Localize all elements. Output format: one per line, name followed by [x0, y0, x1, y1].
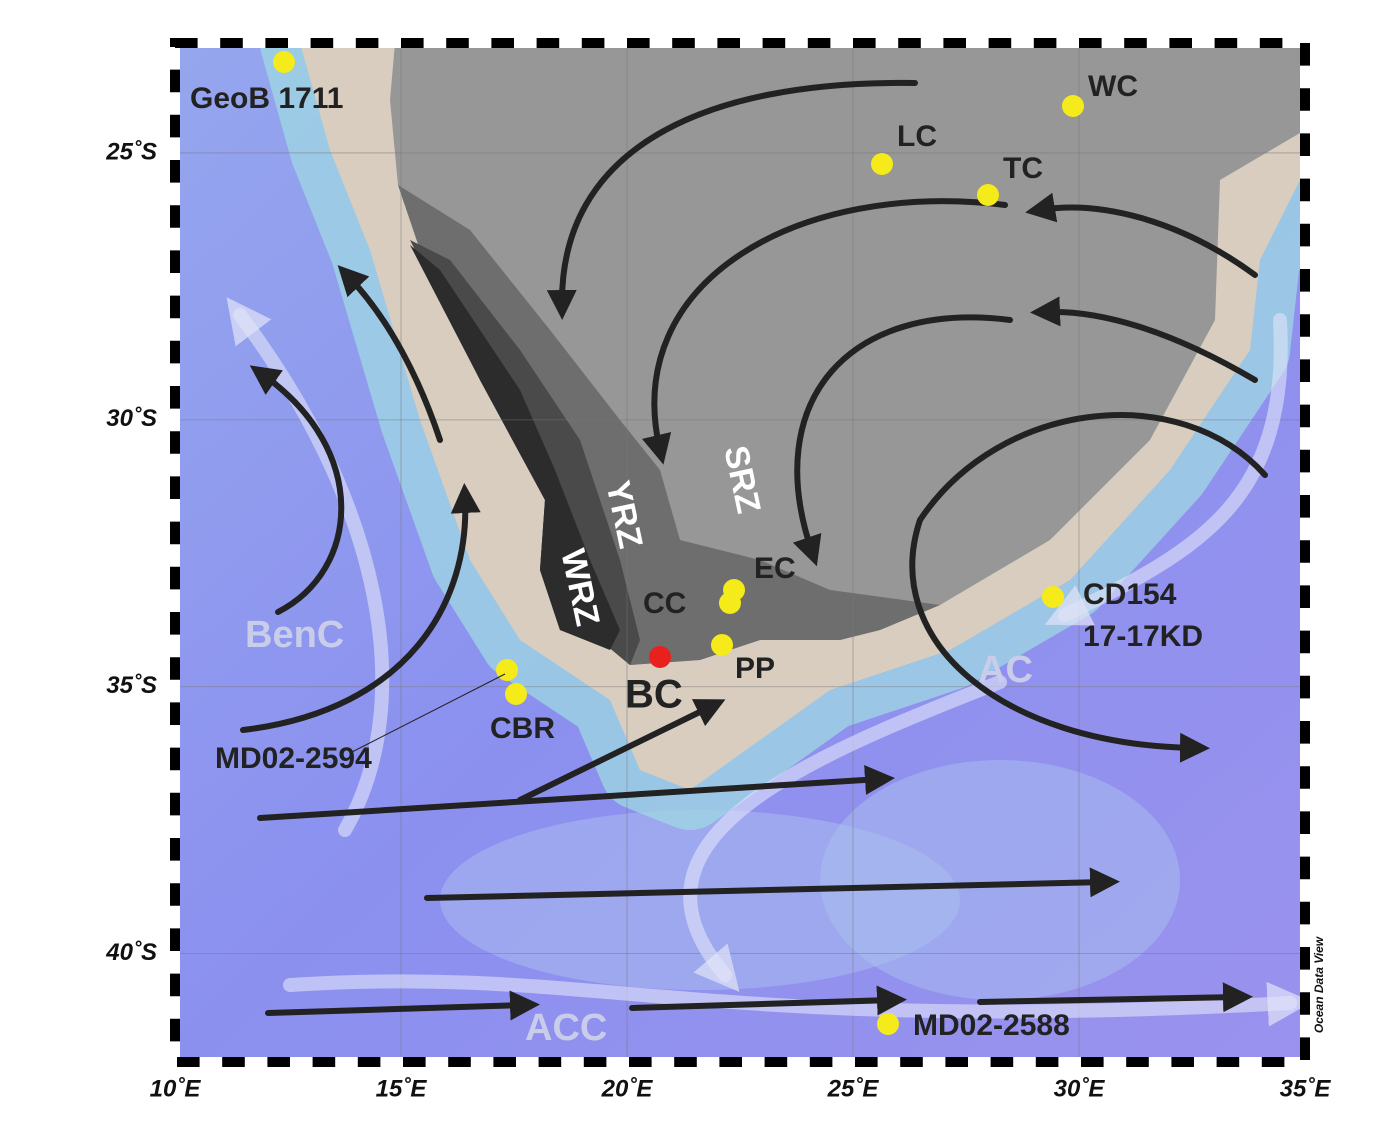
lon-tick-label: 25˚E: [827, 1075, 880, 1102]
flow-arrow: [546, 79, 918, 320]
site-label: LC: [897, 120, 937, 153]
site-marker: [1042, 586, 1064, 608]
flow-arrow: [909, 412, 1268, 763]
current-arrow: [1044, 313, 1288, 626]
current-label: ACC: [525, 1007, 607, 1049]
site-label: BC: [625, 673, 683, 717]
lat-tick-label: 40˚S: [105, 939, 157, 966]
site-marker: [273, 51, 295, 73]
lon-tick-label: 10˚E: [150, 1075, 202, 1102]
site-marker: [871, 153, 893, 175]
site-marker: [496, 659, 518, 681]
current-arrow: [683, 675, 1007, 993]
site-marker: [711, 634, 733, 656]
current-label: BenC: [245, 614, 344, 656]
credit: Ocean Data View: [1312, 936, 1326, 1033]
site-marker: [977, 184, 999, 206]
flow-arrow: [1025, 192, 1258, 278]
site-label: GeoB 1711: [190, 82, 343, 115]
flow-arrow: [629, 985, 907, 1016]
site-label: PP: [735, 652, 775, 685]
lat-tick-label: 25˚S: [105, 138, 157, 165]
current-label: AC: [978, 649, 1033, 691]
flow-arrow: [641, 198, 1008, 465]
site-label: MD02-2588: [913, 1009, 1070, 1042]
leader-line: [351, 673, 506, 753]
current-arrow: [226, 297, 390, 837]
flow-arrow: [337, 265, 443, 443]
flow-arrow: [517, 699, 726, 803]
map-body: [175, 43, 1305, 1062]
flow-arrow: [265, 990, 540, 1021]
site-label: TC: [1003, 152, 1043, 185]
site-label: WC: [1088, 70, 1138, 103]
frame-dash: [170, 38, 1310, 1067]
flow-arrow: [257, 764, 895, 821]
flow-arrow: [240, 483, 481, 733]
site-label: EC: [754, 552, 796, 585]
site-label: CBR: [490, 712, 555, 745]
site-marker: [877, 1013, 899, 1035]
lat-tick-label: 35˚S: [106, 672, 157, 699]
current-arrow: [283, 974, 1305, 1027]
flow-arrow: [792, 314, 1013, 567]
lon-tick-label: 15˚E: [376, 1075, 428, 1102]
site-marker: [1062, 95, 1084, 117]
ocean-shallow: [820, 760, 1180, 1000]
site-marker: [719, 592, 741, 614]
zone-wrz: [410, 245, 620, 650]
site-label: MD02-2594: [215, 742, 372, 775]
flow-arrow: [1030, 296, 1258, 383]
arrows: [226, 51, 1305, 1035]
flow-arrow: [249, 365, 345, 615]
site-label: CD154: [1083, 578, 1177, 611]
lon-tick-label: 20˚E: [601, 1075, 654, 1102]
lon-tick-label: 35˚E: [1280, 1075, 1332, 1102]
lat-tick-label: 30˚S: [106, 405, 157, 432]
site-marker-red: [649, 646, 671, 668]
flow-arrow: [977, 982, 1253, 1013]
lon-tick-label: 30˚E: [1054, 1075, 1106, 1102]
site-label: CC: [643, 587, 686, 620]
site-marker: [505, 683, 527, 705]
site-label: 17-17KD: [1083, 620, 1203, 653]
flow-arrow: [424, 867, 1120, 901]
